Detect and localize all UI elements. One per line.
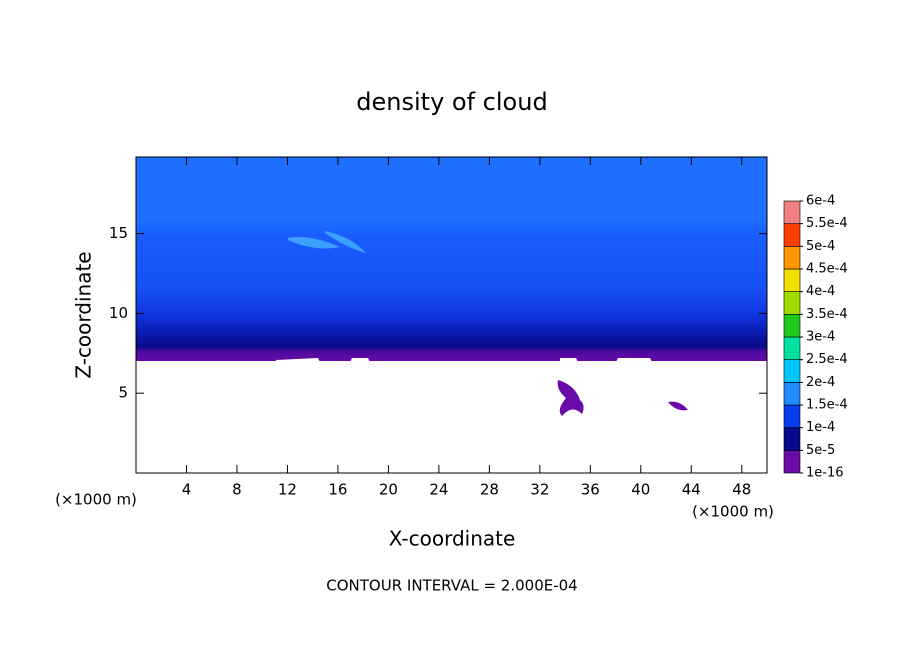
y-tick-label: 10 xyxy=(109,304,128,322)
plot-area xyxy=(135,156,768,474)
colorbar-box xyxy=(783,200,801,224)
colorbar-label: 1e-16 xyxy=(806,466,844,481)
x-tick-label: 4 xyxy=(182,481,192,499)
x-axis-label: X-coordinate xyxy=(389,527,516,551)
x-tick-label: 28 xyxy=(480,481,499,499)
x-unit: (×1000 m) xyxy=(55,491,137,509)
x-tick-label: 24 xyxy=(429,481,448,499)
colorbar-label: 6e-4 xyxy=(806,194,835,209)
contour-patch xyxy=(288,237,340,249)
contour-gap xyxy=(276,358,652,362)
x-tick-label: 48 xyxy=(732,481,751,499)
colorbar-box xyxy=(783,382,801,406)
colorbar-box xyxy=(783,427,801,451)
colorbar-label: 3e-4 xyxy=(806,330,835,345)
x-tick-label: 20 xyxy=(379,481,398,499)
y-tick-label: 15 xyxy=(109,224,128,242)
colorbar-label: 4e-4 xyxy=(806,284,835,299)
colorbar-label: 5e-4 xyxy=(806,239,835,254)
colorbar-box xyxy=(783,450,801,474)
colorbar-label: 1e-4 xyxy=(806,420,835,435)
y-axis-label: Z-coordinate xyxy=(72,251,96,378)
colorbar-label: 5e-5 xyxy=(806,443,835,458)
chart-title: density of cloud xyxy=(356,88,547,116)
colorbar-box xyxy=(783,223,801,247)
x-tick-label: 44 xyxy=(682,481,701,499)
colorbar-label: 1.5e-4 xyxy=(806,398,848,413)
contour-patch xyxy=(557,380,584,416)
colorbar-box xyxy=(783,268,801,292)
x-tick-label: 12 xyxy=(278,481,297,499)
contour-field xyxy=(136,157,767,473)
colorbar-label: 4.5e-4 xyxy=(806,262,848,277)
x-tick-label: 16 xyxy=(328,481,347,499)
plot-frame xyxy=(135,156,768,474)
colorbar-label: 5.5e-4 xyxy=(806,216,848,231)
colorbar-box xyxy=(783,336,801,360)
annotation: CONTOUR INTERVAL = 2.000E-04 xyxy=(326,577,577,595)
colorbar-box xyxy=(783,404,801,428)
colorbar-box xyxy=(783,246,801,270)
colorbar-box xyxy=(783,359,801,383)
x-unit: (×1000 m) xyxy=(692,503,774,521)
contour-patch xyxy=(325,231,366,253)
colorbar-box xyxy=(783,291,801,315)
contour-patch xyxy=(668,401,688,411)
x-tick-label: 36 xyxy=(581,481,600,499)
colorbar-label: 2.5e-4 xyxy=(806,352,848,367)
y-tick-label: 5 xyxy=(118,384,128,402)
x-tick-label: 8 xyxy=(232,481,242,499)
x-tick-label: 40 xyxy=(631,481,650,499)
x-tick-label: 32 xyxy=(530,481,549,499)
colorbar-label: 2e-4 xyxy=(806,375,835,390)
colorbar-label: 3.5e-4 xyxy=(806,307,848,322)
colorbar-box xyxy=(783,314,801,338)
